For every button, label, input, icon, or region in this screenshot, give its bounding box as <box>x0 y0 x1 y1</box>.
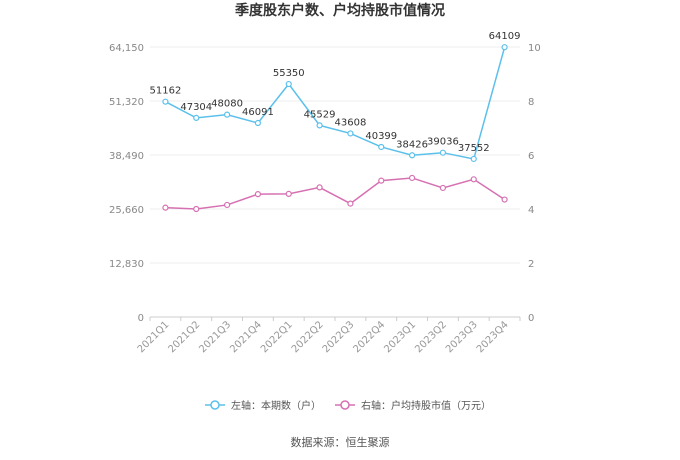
data-point <box>285 80 292 88</box>
data-point <box>378 143 385 151</box>
data-point <box>223 201 231 209</box>
x-axis-tick-label: 2021Q3 <box>197 319 233 355</box>
x-axis-tick-label: 2022Q4 <box>352 319 388 355</box>
data-point <box>408 174 416 182</box>
legend-marker <box>210 400 220 410</box>
legend-label: 右轴：户均持股市值（万元） <box>361 399 491 412</box>
data-point <box>501 44 508 51</box>
data-point <box>316 122 323 129</box>
left-axis-tick-label: 0 <box>138 313 144 324</box>
data-label: 45529 <box>304 109 336 120</box>
x-axis-tick-label: 2021Q1 <box>136 319 172 355</box>
x-axis-tick-label: 2021Q2 <box>167 319 203 355</box>
data-point <box>347 200 354 207</box>
data-point <box>193 205 200 213</box>
data-point <box>470 176 477 183</box>
legend: 左轴：本期数（户） 右轴：户均持股市值（万元） <box>205 399 491 412</box>
data-point <box>408 152 416 159</box>
legend-label: 左轴：本期数（户） <box>231 399 321 412</box>
data-label: 38426 <box>396 139 428 150</box>
data-label: 64109 <box>489 31 521 42</box>
data-point <box>193 114 200 122</box>
series-line <box>165 177 505 210</box>
x-axis-tick-label: 2023Q2 <box>413 319 449 355</box>
right-axis-tick-label: 8 <box>528 97 534 108</box>
source-note: 数据来源：恒生聚源 <box>291 435 390 449</box>
data-label: 37552 <box>458 143 490 154</box>
data-point <box>347 130 354 137</box>
left-axis-tick-label: 64,150 <box>109 43 144 54</box>
right-axis-tick-label: 6 <box>528 151 534 162</box>
x-axis-tick-label: 2022Q2 <box>290 319 326 355</box>
left-axis-tick-label: 38,490 <box>109 151 144 162</box>
data-label: 43608 <box>335 117 367 128</box>
series-line <box>165 46 506 160</box>
data-label: 40399 <box>365 131 397 142</box>
x-axis-tick-label: 2022Q3 <box>321 319 357 355</box>
right-axis-tick-label: 0 <box>528 313 534 324</box>
data-label: 51162 <box>150 86 182 97</box>
data-point <box>254 191 262 198</box>
data-label: 39036 <box>427 137 459 148</box>
legend-marker <box>340 400 350 410</box>
x-axis-tick-label: 2023Q4 <box>475 319 511 355</box>
data-point <box>254 119 262 127</box>
x-axis-tick-label: 2023Q3 <box>444 319 480 355</box>
left-axis-tick-label: 51,320 <box>109 97 144 108</box>
data-point <box>439 149 447 156</box>
chart-title: 季度股东户数、户均持股市值情况 <box>234 2 445 19</box>
data-label: 46091 <box>242 107 274 118</box>
left-axis-tick-label: 12,830 <box>109 259 144 270</box>
right-axis-tick-label: 2 <box>528 259 534 270</box>
x-axis-tick-label: 2022Q1 <box>259 319 295 355</box>
data-point <box>162 204 169 211</box>
data-label: 48080 <box>211 99 243 110</box>
data-label: 55350 <box>273 68 305 79</box>
data-point <box>223 111 231 118</box>
right-axis-tick-label: 10 <box>528 43 541 54</box>
data-point <box>285 190 292 197</box>
x-axis-tick-label: 2021Q4 <box>228 319 264 355</box>
x-axis-tick-label: 2023Q1 <box>382 319 418 355</box>
data-point <box>439 184 447 192</box>
data-point <box>501 196 508 203</box>
right-axis-tick-label: 4 <box>528 205 534 216</box>
data-point <box>162 98 169 105</box>
data-point <box>378 177 385 184</box>
data-point <box>316 184 323 191</box>
left-axis-tick-label: 25,660 <box>109 205 144 216</box>
data-label: 47304 <box>180 102 212 113</box>
data-point <box>470 155 477 163</box>
